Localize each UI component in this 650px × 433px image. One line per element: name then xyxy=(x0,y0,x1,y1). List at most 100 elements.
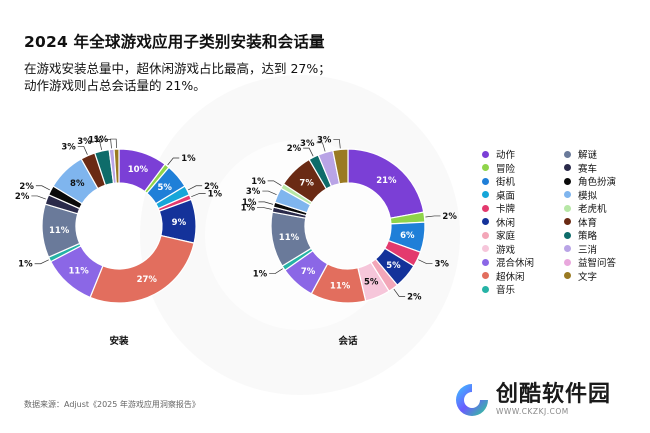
slice-leader-line xyxy=(258,201,274,205)
subtitle-line-1: 在游戏安装总量中，超休闲游戏占比最高，达到 27%； xyxy=(24,61,331,76)
installs-chart-title: 安装 xyxy=(109,335,129,347)
slice-label: 5% xyxy=(386,261,401,271)
slice-label: 3% xyxy=(434,260,449,270)
donut-slice xyxy=(332,148,349,185)
legend-swatch xyxy=(564,245,571,252)
slice-label: 1% xyxy=(208,189,223,199)
legend-label: 模拟 xyxy=(578,190,598,202)
sessions-chart-title: 会话 xyxy=(338,335,358,347)
watermark: 创酷软件园 WWW.CKZKJ.COM xyxy=(452,380,611,420)
legend-swatch xyxy=(564,204,571,212)
legend-item: 角色扮演 xyxy=(564,175,646,188)
legend-swatch xyxy=(482,150,489,158)
slice-label: 3% xyxy=(317,135,332,145)
legend-label: 益智问答 xyxy=(578,258,617,269)
legend-item: 混合休闲 xyxy=(482,256,564,269)
slice-label: 7% xyxy=(299,179,314,189)
slice-label: 11% xyxy=(330,281,351,291)
page-title: 2024 年全球游戏应用子类别安装和会话量 xyxy=(24,33,325,51)
slice-label: 11% xyxy=(49,226,70,236)
legend-label: 超休闲 xyxy=(496,271,525,283)
legend-label: 策略 xyxy=(578,231,598,242)
legend-item: 休闲 xyxy=(482,216,564,229)
legend-item: 冒险 xyxy=(482,162,564,175)
legend-label: 解谜 xyxy=(578,150,598,161)
donut-slice xyxy=(89,234,195,304)
legend-swatch xyxy=(564,218,571,225)
legend-swatch xyxy=(482,231,489,239)
slice-leader-line xyxy=(303,147,314,157)
legend-swatch xyxy=(482,218,489,225)
legend-label: 卡牌 xyxy=(496,204,516,215)
slice-label: 5% xyxy=(364,277,379,287)
legend-label: 冒险 xyxy=(496,163,516,175)
slice-label: 3% xyxy=(300,139,315,149)
watermark-name: 创酷软件园 xyxy=(496,382,612,407)
source-note: 数据来源：Adjust《2025 年游戏应用洞察报告》 xyxy=(24,400,200,409)
legend-item: 文字 xyxy=(564,270,646,283)
slice-label: 21% xyxy=(376,176,397,186)
legend-item: 动作 xyxy=(482,148,564,161)
legend-item: 桌面 xyxy=(482,189,564,202)
legend-item: 音乐 xyxy=(482,283,564,296)
slice-label: 9% xyxy=(172,218,187,228)
slice-leader-line xyxy=(104,139,112,149)
legend-swatch xyxy=(564,164,571,171)
legend-swatch xyxy=(482,285,489,293)
slice-leader-line xyxy=(110,138,117,149)
slice-leader-line xyxy=(167,157,180,166)
legend-label: 体育 xyxy=(578,217,598,229)
legend-item: 超休闲 xyxy=(482,270,564,283)
legend-swatch xyxy=(482,164,489,171)
slice-label: 1% xyxy=(242,198,257,208)
slice-label: 1% xyxy=(241,203,256,213)
slice-leader-line xyxy=(333,139,341,149)
watermark-logo-icon xyxy=(456,384,488,416)
slice-label: 10% xyxy=(128,165,149,175)
legend-item: 街机 xyxy=(482,175,564,188)
slice-leader-line xyxy=(425,215,441,218)
legend: 动作 解谜 冒险 赛车 街机 角色扮演 桌面 模拟 卡牌 老虎机 休闲 体育 家庭 策略 游戏 三消 混合休闲 益… xyxy=(482,148,646,296)
legend-swatch xyxy=(564,258,571,266)
legend-swatch xyxy=(564,231,571,239)
legend-swatch xyxy=(482,258,489,266)
legend-label: 音乐 xyxy=(496,285,516,296)
slice-label: 27% xyxy=(137,275,158,285)
legend-item: 策略 xyxy=(564,229,646,242)
slice-label: 1% xyxy=(251,177,266,187)
slice-label: 11% xyxy=(68,266,89,276)
legend-label: 街机 xyxy=(496,177,516,188)
slice-label: 2% xyxy=(442,212,457,222)
slice-label: 5% xyxy=(157,183,172,193)
legend-swatch xyxy=(482,245,489,252)
legend-swatch xyxy=(564,272,571,279)
slice-label: 1% xyxy=(88,135,103,145)
slice-leader-line xyxy=(77,146,88,155)
slice-leader-line xyxy=(269,268,283,274)
subtitle-line-2: 动作游戏则占总会话量的 21%。 xyxy=(24,78,206,93)
slice-leader-line xyxy=(267,180,282,186)
legend-label: 动作 xyxy=(496,150,516,161)
legend-item: 赛车 xyxy=(564,162,646,175)
slice-label: 2% xyxy=(15,192,30,202)
subtitle: 在游戏安装总量中，超休闲游戏占比最高，达到 27%； 动作游戏则占总会话量的 2… xyxy=(24,60,444,94)
slice-leader-line xyxy=(93,140,102,151)
watermark-url: WWW.CKZKJ.COM xyxy=(496,407,569,416)
legend-item: 三消 xyxy=(564,243,646,256)
slice-label: 2% xyxy=(287,144,302,154)
slice-leader-line xyxy=(191,193,206,198)
slice-leader-line xyxy=(31,195,46,200)
slice-leader-line xyxy=(393,288,406,297)
legend-label: 桌面 xyxy=(496,190,516,202)
legend-swatch xyxy=(482,204,489,212)
legend-label: 家庭 xyxy=(496,231,516,242)
slice-label: 3% xyxy=(77,137,92,147)
legend-label: 三消 xyxy=(578,244,598,256)
legend-label: 老虎机 xyxy=(578,204,607,215)
legend-item: 益智问答 xyxy=(564,256,646,269)
sessions-donut: 21%2%6%3%5%2%5%11%7%1%11%1%1%3%1% 7%2%3% 3… xyxy=(241,135,457,304)
slice-leader-line xyxy=(35,185,51,191)
slice-label: 1% xyxy=(94,135,109,145)
slice-label: 1% xyxy=(253,270,268,280)
slice-leader-line xyxy=(262,190,277,195)
